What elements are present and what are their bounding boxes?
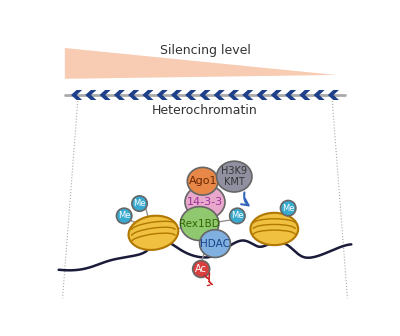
Ellipse shape [280, 201, 296, 216]
Polygon shape [142, 90, 154, 100]
Ellipse shape [132, 196, 147, 211]
Polygon shape [114, 90, 125, 100]
Polygon shape [285, 90, 296, 100]
Polygon shape [200, 90, 210, 100]
Polygon shape [128, 90, 139, 100]
Text: Ac: Ac [195, 264, 207, 274]
Polygon shape [185, 90, 196, 100]
Ellipse shape [200, 230, 230, 257]
Ellipse shape [180, 207, 219, 241]
Text: Me: Me [133, 199, 146, 208]
Text: Silencing level: Silencing level [160, 44, 250, 57]
Text: Me: Me [118, 211, 130, 220]
Text: Heterochromatin: Heterochromatin [152, 104, 258, 117]
Polygon shape [171, 90, 182, 100]
Text: Rex1BD: Rex1BD [179, 219, 220, 228]
Ellipse shape [230, 208, 245, 223]
Polygon shape [328, 90, 339, 100]
Ellipse shape [193, 260, 210, 278]
Polygon shape [242, 90, 253, 100]
Text: 14-3-3: 14-3-3 [187, 197, 223, 207]
Polygon shape [256, 90, 268, 100]
Ellipse shape [216, 161, 252, 192]
Ellipse shape [250, 213, 298, 245]
Polygon shape [100, 90, 111, 100]
Text: Ago1: Ago1 [188, 176, 217, 186]
Ellipse shape [116, 208, 132, 223]
Polygon shape [228, 90, 239, 100]
Polygon shape [314, 90, 325, 100]
Text: Me: Me [231, 211, 244, 220]
Text: H3K9
KMT: H3K9 KMT [221, 166, 247, 187]
Ellipse shape [187, 167, 218, 195]
Polygon shape [214, 90, 225, 100]
Polygon shape [157, 90, 168, 100]
Polygon shape [71, 90, 82, 100]
Text: HDAC: HDAC [200, 239, 230, 249]
Ellipse shape [185, 185, 225, 219]
Ellipse shape [128, 216, 178, 250]
Text: Me: Me [282, 204, 294, 213]
Polygon shape [299, 90, 310, 100]
Polygon shape [85, 90, 96, 100]
Polygon shape [65, 48, 336, 79]
Polygon shape [271, 90, 282, 100]
